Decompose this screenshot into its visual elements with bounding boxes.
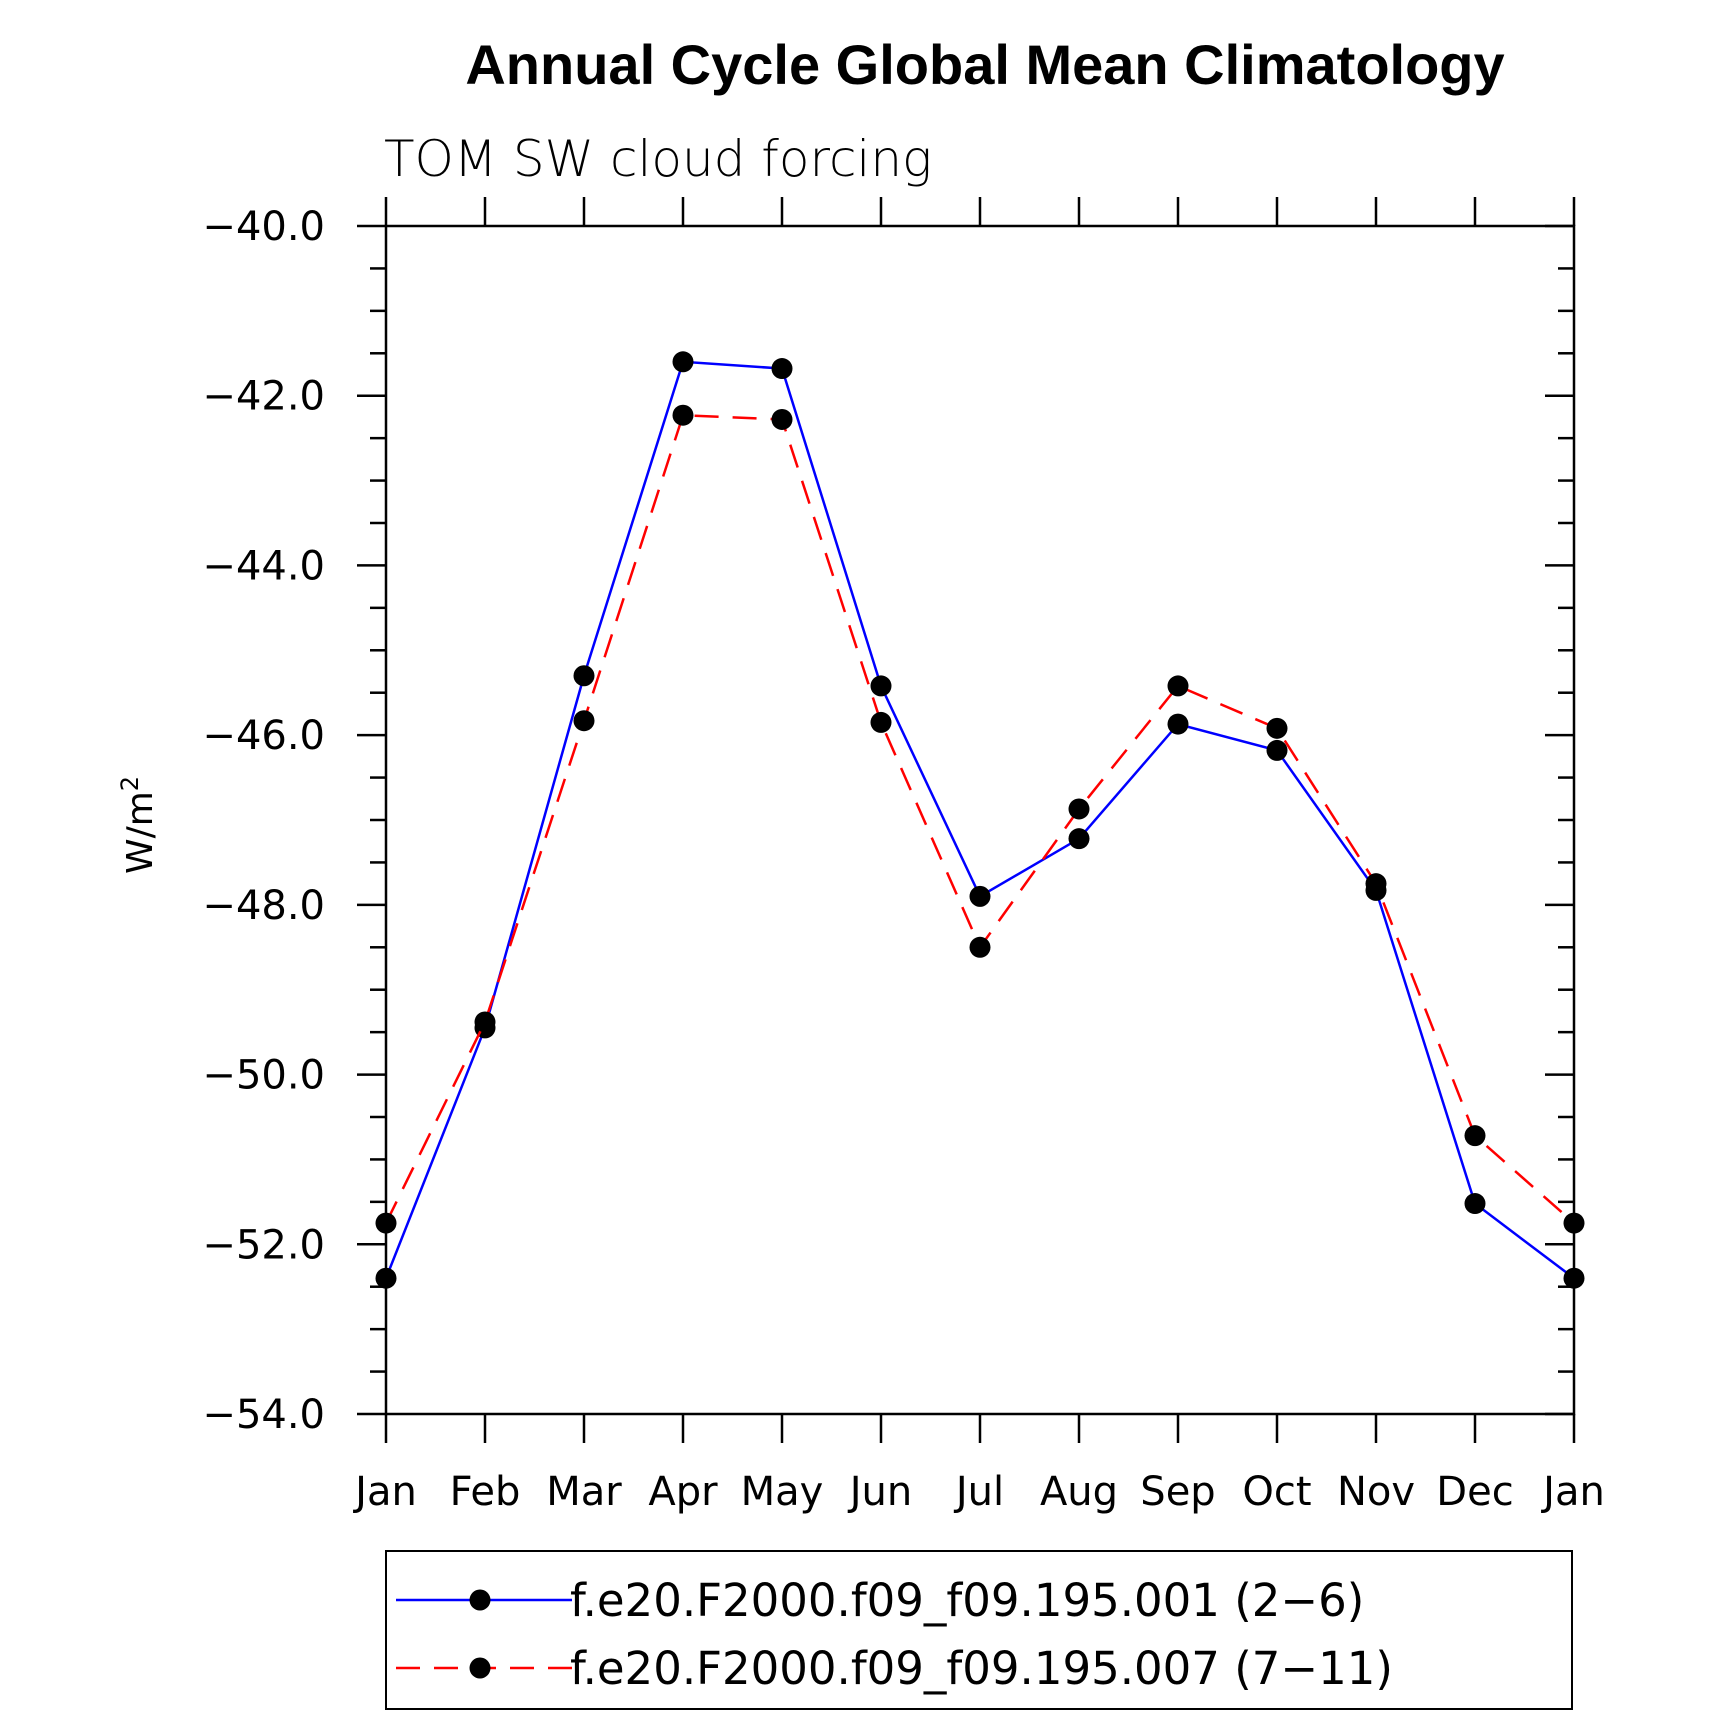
data-point <box>1266 717 1288 739</box>
x-tick-label-mar: Mar <box>546 1469 622 1515</box>
data-point <box>573 665 595 687</box>
x-tick-label-jan: Jan <box>1540 1469 1605 1515</box>
legend-label: f.e20.F2000.f09_f09.195.007 (7−11) <box>570 1642 1393 1695</box>
data-point <box>672 351 694 373</box>
legend-entry-2: f.e20.F2000.f09_f09.195.007 (7−11) <box>396 1642 1393 1695</box>
data-point <box>969 936 991 958</box>
chart-title: Annual Cycle Global Mean Climatology <box>465 33 1504 96</box>
y-tick-label: −50.0 <box>202 1053 325 1099</box>
data-point <box>771 408 793 430</box>
y-tick-label: −52.0 <box>202 1222 325 1268</box>
x-tick-label-may: May <box>741 1469 824 1515</box>
legend: f.e20.F2000.f09_f09.195.001 (2−6) f.e20.F… <box>385 1550 1573 1710</box>
series-2 <box>375 404 1585 1234</box>
data-point <box>870 675 892 697</box>
y-tick-label: −54.0 <box>202 1392 325 1438</box>
data-point <box>474 1011 496 1033</box>
y-tick-label: −40.0 <box>202 204 325 250</box>
series-line <box>384 413 1575 1225</box>
y-tick-label: −44.0 <box>202 543 325 589</box>
y-tick-label: −42.0 <box>202 374 325 420</box>
series-1 <box>375 351 1585 1289</box>
legend-entry-1: f.e20.F2000.f09_f09.195.001 (2−6) <box>396 1574 1364 1627</box>
data-point <box>672 404 694 426</box>
legend-marker <box>469 1657 491 1679</box>
data-point <box>1068 798 1090 820</box>
data-point <box>1167 675 1189 697</box>
legend-marker <box>469 1589 491 1611</box>
plot-frame <box>384 224 1576 1416</box>
chart-subtitle: TOM SW cloud forcing <box>384 130 932 188</box>
data-point <box>1365 873 1387 895</box>
series-line <box>384 360 1575 1280</box>
data-point <box>1563 1267 1585 1289</box>
legend-entries: f.e20.F2000.f09_f09.195.001 (2−6) f.e20.F… <box>396 1574 1393 1695</box>
x-tick-label-dec: Dec <box>1436 1469 1513 1515</box>
data-point <box>771 358 793 380</box>
y-ticks: −40.0 −42.0 −44.0 −46.0 −48.0 −50.0 −52.0 −54.0 <box>202 204 1574 1438</box>
data-point <box>375 1212 397 1234</box>
data-point <box>1464 1193 1486 1215</box>
data-point <box>1068 828 1090 850</box>
data-point <box>375 1267 397 1289</box>
data-point <box>1464 1125 1486 1147</box>
y-axis-label-superscript: 2 <box>116 776 144 791</box>
x-tick-label-aug: Aug <box>1040 1469 1118 1515</box>
legend-box <box>385 1550 1573 1710</box>
x-tick-label-nov: Nov <box>1337 1469 1415 1515</box>
data-point <box>1167 713 1189 735</box>
y-tick-label: −48.0 <box>202 883 325 929</box>
legend-label: f.e20.F2000.f09_f09.195.001 (2−6) <box>570 1574 1364 1627</box>
svg-text:W/m2: W/m2 <box>116 776 161 874</box>
series-layer <box>375 351 1585 1289</box>
y-axis-label-text: W/m <box>120 791 161 874</box>
data-point <box>573 710 595 732</box>
x-tick-label-jul: Jul <box>953 1469 1004 1515</box>
data-point <box>1563 1212 1585 1234</box>
y-axis-label: W/m2 <box>116 776 161 874</box>
x-ticks: Jan Feb Mar Apr May Jun Jul Aug Sep Oct Nov Dec Jan <box>352 197 1605 1515</box>
x-tick-label-apr: Apr <box>648 1469 718 1515</box>
data-point <box>969 885 991 907</box>
y-tick-label: −46.0 <box>202 713 325 759</box>
x-tick-label-oct: Oct <box>1242 1469 1311 1515</box>
data-point <box>1266 739 1288 761</box>
data-point <box>870 711 892 733</box>
x-tick-label-sep: Sep <box>1140 1469 1215 1515</box>
x-tick-label-feb: Feb <box>450 1469 521 1515</box>
x-tick-label-jun: Jun <box>847 1469 913 1515</box>
x-tick-label-jan: Jan <box>352 1469 417 1515</box>
